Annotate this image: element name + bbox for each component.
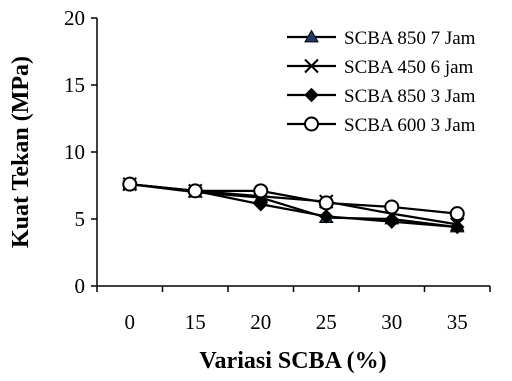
- x-tick-label: 0: [125, 310, 136, 334]
- y-tick-label: 0: [75, 274, 86, 298]
- legend-label: SCBA 600 3 Jam: [344, 115, 476, 136]
- data-point-circle: [253, 183, 269, 199]
- legend-label: SCBA 450 6 jam: [344, 57, 474, 78]
- legend-item: SCBA 850 3 Jam: [287, 86, 476, 107]
- legend-item: SCBA 450 6 jam: [287, 57, 474, 78]
- x-tick-label: 20: [250, 310, 271, 334]
- data-point-diamond: [253, 197, 268, 212]
- series-line: [129, 183, 458, 229]
- x-tick-label: 35: [447, 310, 468, 334]
- y-axis-title: Kuat Tekan (MPa): [8, 56, 34, 248]
- data-point-circle: [318, 195, 334, 211]
- legend-marker-diamond: [304, 87, 319, 103]
- x-axis-title: Variasi SCBA (%): [199, 348, 386, 374]
- x-tick-label: 15: [185, 310, 206, 334]
- legend-item: SCBA 600 3 Jam: [287, 115, 476, 136]
- series-3: [122, 176, 465, 222]
- legend-marker-circle: [304, 116, 319, 132]
- data-point-circle: [449, 206, 465, 222]
- y-tick-label: 5: [75, 207, 86, 231]
- data-point-circle: [122, 176, 138, 192]
- legend-item: SCBA 850 7 Jam: [287, 28, 476, 49]
- series-line: [129, 183, 458, 215]
- y-tick-label: 10: [64, 140, 85, 164]
- legend-label: SCBA 850 3 Jam: [344, 86, 476, 107]
- data-point-diamond: [450, 219, 465, 235]
- y-ticks: 0 5 10 15 20: [64, 6, 97, 298]
- data-point-circle: [187, 183, 203, 199]
- legend-label: SCBA 850 7 Jam: [344, 28, 476, 49]
- y-tick-label: 15: [64, 73, 85, 97]
- x-ticks: 0 15 20 25 30 35: [96, 286, 491, 334]
- x-tick-label: 25: [316, 310, 337, 334]
- data-point-diamond: [319, 209, 334, 224]
- data-point-circle: [384, 199, 400, 215]
- series-group: [122, 176, 465, 235]
- legend: SCBA 850 7 Jam SCBA 450 6 jam SCBA 850 3 J…: [287, 28, 476, 136]
- x-tick-label: 30: [381, 310, 402, 334]
- x-marker-stroke: [304, 58, 319, 74]
- y-tick-label: 20: [64, 6, 85, 30]
- legend-marker-x: [304, 58, 319, 74]
- legend-marker-triangle: [304, 29, 319, 43]
- data-point-diamond: [384, 214, 399, 229]
- series-2: [122, 176, 465, 235]
